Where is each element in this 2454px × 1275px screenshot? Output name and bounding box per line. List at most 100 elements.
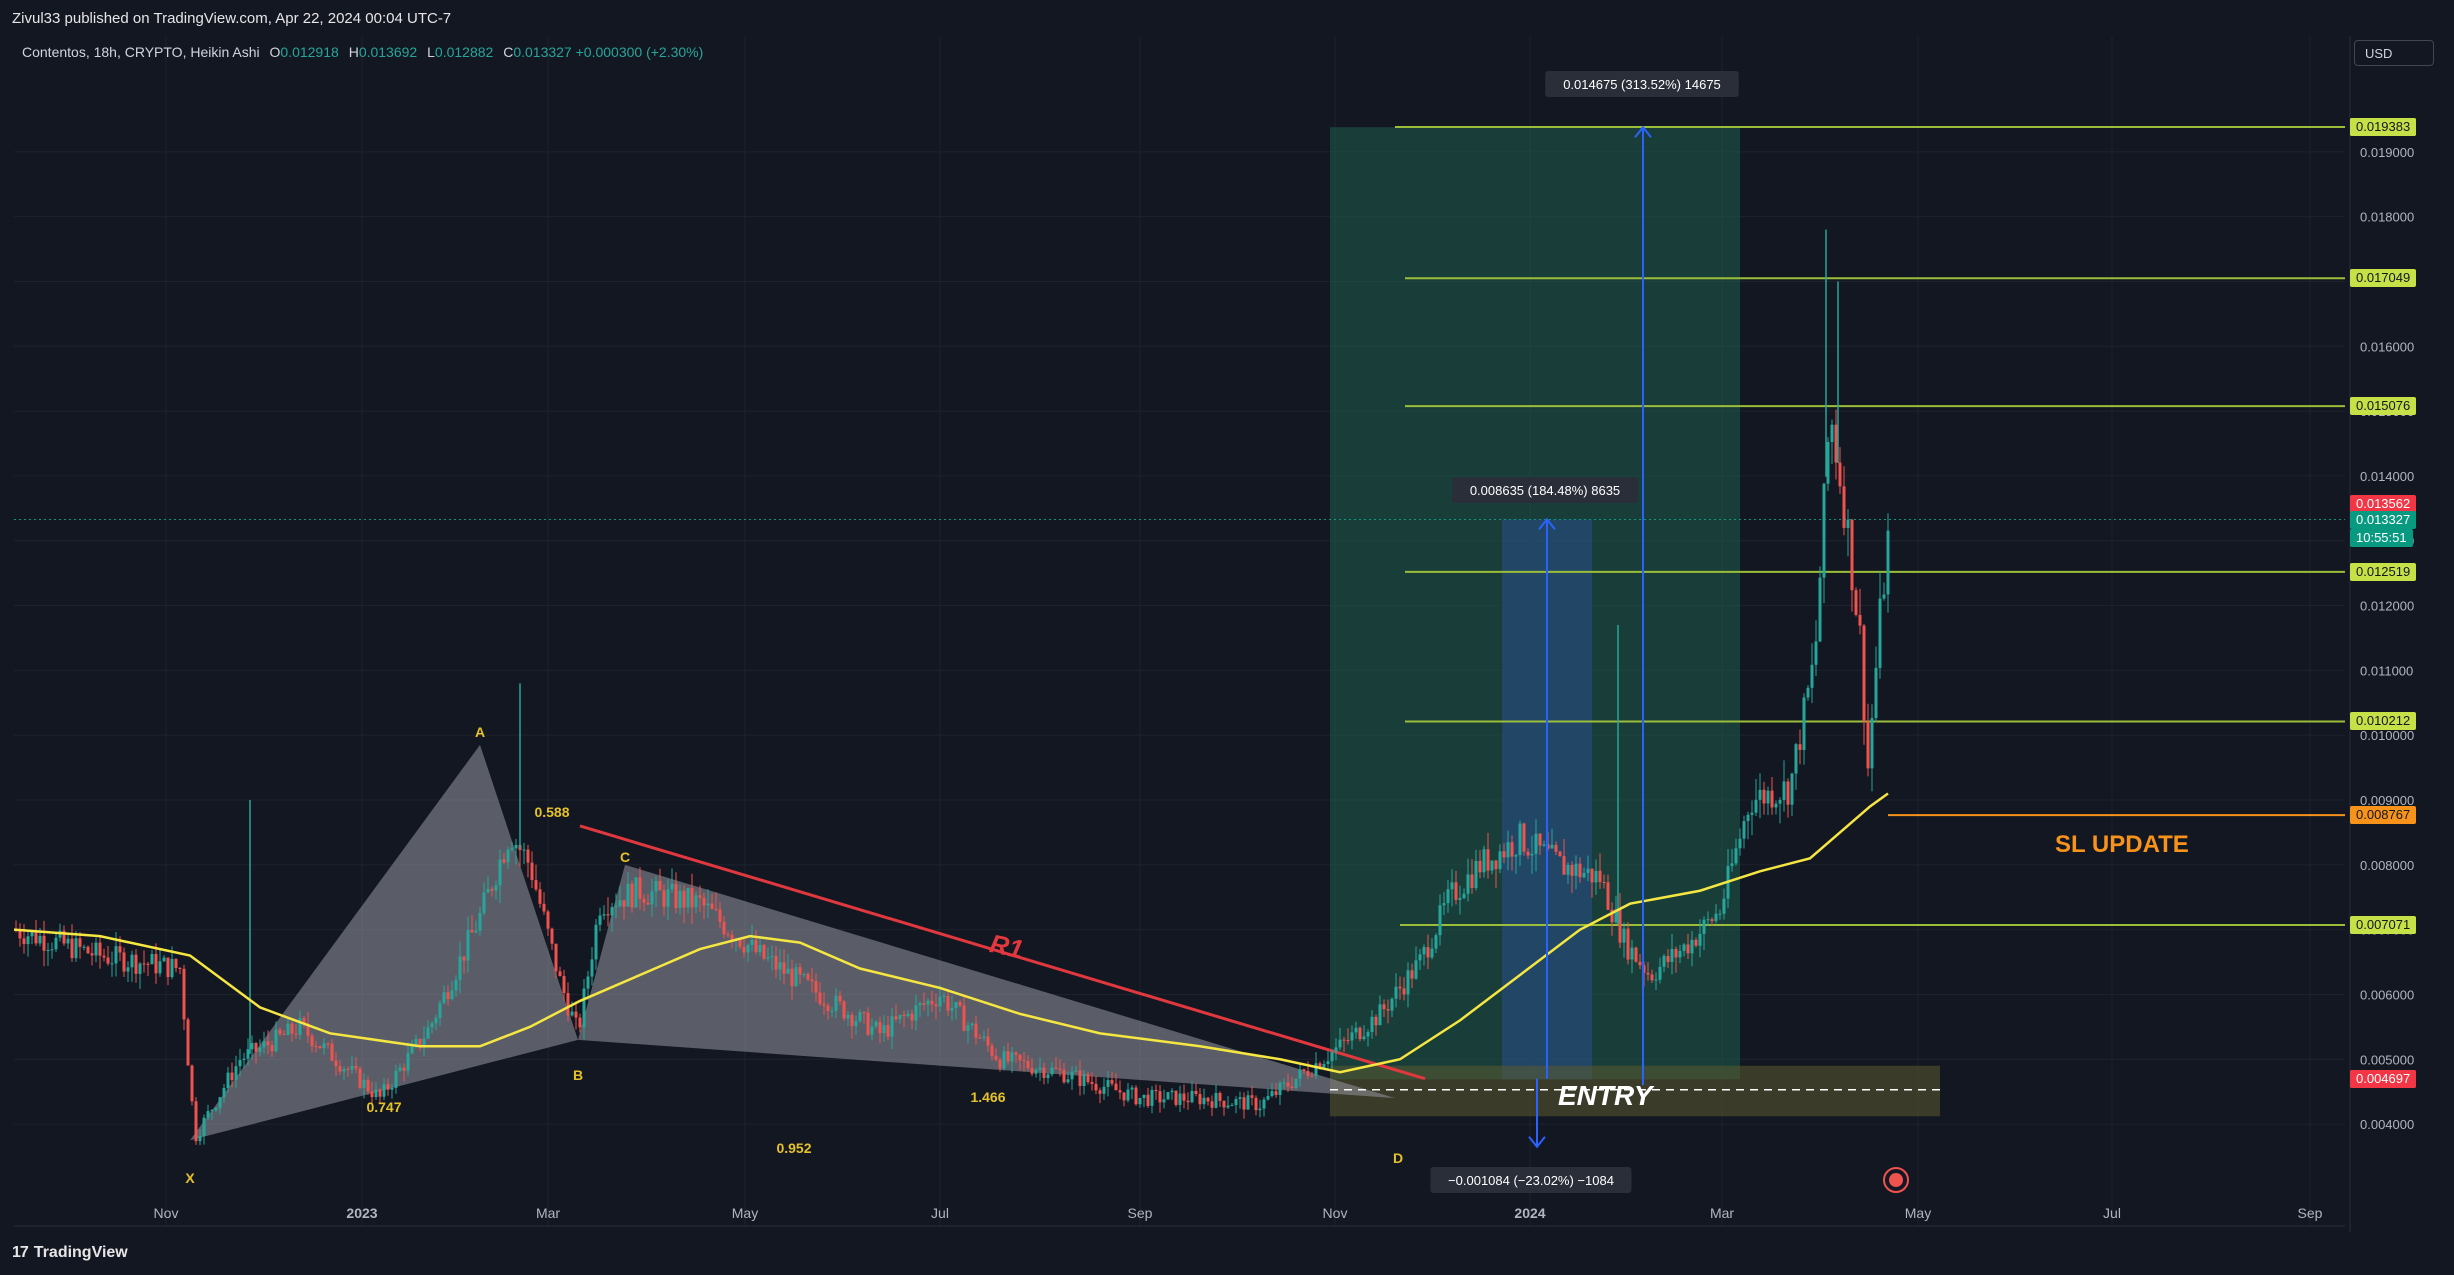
candle-body — [130, 954, 134, 968]
candle-body — [418, 1038, 422, 1047]
candle-body — [1742, 821, 1746, 839]
candle-body — [1214, 1092, 1218, 1108]
candle-body — [1518, 823, 1522, 856]
candle-body — [994, 1055, 998, 1060]
candle-body — [1378, 1004, 1382, 1026]
candle-body — [1262, 1099, 1266, 1109]
candle-body — [614, 906, 618, 908]
candle-body — [286, 1023, 290, 1035]
candle-body — [106, 957, 110, 964]
candle-body — [454, 979, 458, 991]
candle-body — [122, 952, 126, 972]
candle-body — [362, 1079, 366, 1088]
candle-body — [1578, 863, 1582, 878]
time-tick-label: May — [1905, 1205, 1931, 1221]
candle-body — [1018, 1054, 1022, 1061]
currency-button[interactable]: USD — [2354, 40, 2434, 66]
candle-body — [1590, 868, 1594, 883]
candle-body — [1106, 1080, 1110, 1087]
time-tick-label: Mar — [1710, 1205, 1734, 1221]
candle-body — [566, 993, 570, 1016]
candle-body — [526, 849, 530, 863]
candle-body — [1146, 1094, 1150, 1106]
candle-body — [570, 1011, 574, 1016]
candle-body — [1370, 1016, 1374, 1033]
candle-body — [1254, 1097, 1258, 1111]
candle-body — [1810, 664, 1814, 688]
candle-body — [1382, 1004, 1386, 1010]
price-level-tag: 0.015076 — [2350, 397, 2417, 416]
candle-body — [882, 1025, 886, 1034]
stop-label-box — [1430, 1167, 1632, 1193]
candle-body — [326, 1043, 330, 1045]
candle-body — [1486, 849, 1490, 871]
candle-body — [1226, 1105, 1230, 1108]
measure-arrow-stop-head — [1528, 1136, 1546, 1149]
candle-body — [1258, 1108, 1262, 1111]
candle-body — [706, 903, 710, 906]
candle-body — [798, 967, 802, 975]
event-flag-icon[interactable] — [1883, 1167, 1909, 1193]
candle-body — [1270, 1091, 1274, 1097]
candle-body — [1834, 424, 1838, 463]
candle-body — [1126, 1089, 1130, 1101]
candle-body — [846, 1014, 850, 1019]
candle-body — [1482, 849, 1486, 873]
candle-body — [318, 1046, 322, 1049]
candle-body — [1606, 882, 1610, 910]
candle-body — [1866, 721, 1870, 769]
price-level-tag: 0.013327 — [2350, 510, 2417, 529]
candle-body — [922, 1003, 926, 1005]
candle-body — [1634, 947, 1638, 962]
candle-body — [54, 937, 58, 950]
price-tick-label: 0.006000 — [2360, 987, 2414, 1002]
high-label: H — [348, 44, 359, 60]
stop-zone — [1330, 1065, 1940, 1117]
candle-body — [306, 1023, 310, 1036]
candle-body — [1154, 1089, 1158, 1092]
candle-body — [970, 1023, 974, 1026]
candle-body — [1806, 687, 1810, 698]
candle-body — [1246, 1095, 1250, 1110]
price-tick-label: 0.016000 — [2360, 339, 2414, 354]
candle-body — [150, 954, 154, 965]
candle-body — [1674, 949, 1678, 958]
candle-body — [350, 1065, 354, 1070]
candle-body — [1474, 860, 1478, 889]
candle-body — [786, 968, 790, 974]
candle-body — [938, 996, 942, 1007]
candle-body — [1874, 667, 1878, 719]
candle-body — [678, 890, 682, 908]
candle-body — [30, 930, 34, 937]
candle-body — [1734, 848, 1738, 864]
pattern-point-x: X — [185, 1170, 195, 1186]
candle-body — [806, 974, 810, 980]
candle-body — [598, 915, 602, 925]
candle-body — [1702, 919, 1706, 934]
candle-body — [1854, 590, 1858, 615]
candle-body — [1090, 1082, 1094, 1084]
candle-body — [1446, 889, 1450, 904]
chart-pane[interactable]: 0.0190000.0180000.0170000.0160000.015000… — [0, 36, 2454, 1232]
candle-body — [1294, 1078, 1298, 1088]
candle-body — [66, 938, 70, 944]
candle-body — [1046, 1074, 1050, 1079]
candle-body — [1206, 1097, 1210, 1102]
candle-body — [1862, 625, 1866, 722]
candle-body — [1350, 1032, 1354, 1041]
candle-body — [1014, 1052, 1018, 1055]
candle-body — [1426, 947, 1430, 958]
candle-body — [1410, 970, 1414, 979]
candle-body — [1386, 1009, 1390, 1011]
candle-body — [590, 959, 594, 977]
candle-body — [158, 961, 162, 974]
candle-body — [726, 934, 730, 936]
candle-body — [126, 967, 130, 972]
price-chart[interactable]: 0.0190000.0180000.0170000.0160000.015000… — [0, 36, 2454, 1232]
candle-body — [1710, 919, 1714, 922]
candle-body — [910, 1013, 914, 1021]
candle-body — [666, 889, 670, 907]
candle-body — [914, 1005, 918, 1021]
candle-body — [618, 900, 622, 907]
candle-body — [1414, 960, 1418, 979]
